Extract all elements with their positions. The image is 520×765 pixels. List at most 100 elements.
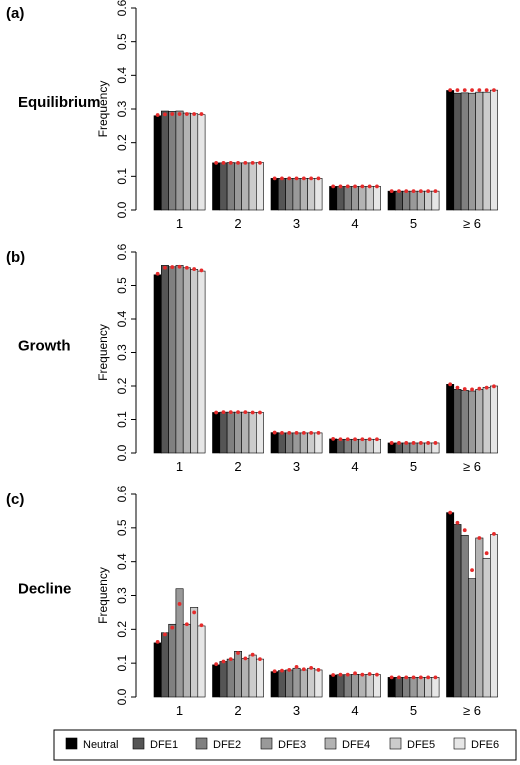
x-category-label: 4 <box>351 459 358 474</box>
bar-dfe2 <box>343 674 352 698</box>
bar-dfe5 <box>365 186 374 211</box>
expected-point <box>353 184 357 189</box>
expected-point <box>367 437 372 442</box>
y-tick-label: 0.2 <box>115 134 129 151</box>
bar-dfe4 <box>299 432 308 454</box>
bar-dfe5 <box>190 607 199 698</box>
bar-dfe1 <box>453 92 462 211</box>
x-category-label: 1 <box>176 216 183 231</box>
bar-dfe2 <box>343 438 352 454</box>
legend-swatch <box>324 737 337 750</box>
panel-title: Growth <box>18 338 71 355</box>
expected-point <box>433 189 438 194</box>
bar-dfe5 <box>307 667 316 698</box>
bar-dfe3 <box>292 178 301 211</box>
bar-dfe5 <box>424 190 433 211</box>
x-category-label: 1 <box>176 459 183 474</box>
expected-point <box>411 675 416 680</box>
legend-swatch <box>453 737 466 750</box>
expected-point <box>214 160 219 165</box>
y-tick-label: 0.4 <box>115 67 129 84</box>
bar-neutral <box>153 115 162 211</box>
bar-dfe2 <box>460 390 469 454</box>
bar-dfe2 <box>168 623 177 698</box>
bar-dfe1 <box>219 661 228 698</box>
chart-panel-2: (b) Growth 0.0 0.1 0.2 0.3 0.4 0.5 0.6 Frequency 1… <box>6 243 498 474</box>
expected-point <box>455 385 460 390</box>
y-tick-label: 0.0 <box>115 201 129 218</box>
bar-dfe3 <box>468 578 476 698</box>
panel-title: Decline <box>18 581 71 598</box>
x-category-label: 5 <box>410 703 417 718</box>
expected-point <box>294 431 299 435</box>
expected-point <box>389 441 394 445</box>
bar-dfe1 <box>277 432 286 454</box>
expected-point <box>221 160 226 165</box>
bar-dfe1 <box>453 524 462 698</box>
legend-swatch <box>260 737 273 750</box>
expected-point <box>316 431 321 435</box>
expected-point <box>448 88 453 93</box>
expected-point <box>404 441 409 445</box>
expected-point <box>243 656 248 661</box>
expected-point <box>375 184 379 189</box>
legend-label: DFE6 <box>471 739 499 751</box>
bar-dfe1 <box>277 178 286 211</box>
expected-point <box>221 659 226 664</box>
y-tick-label: 0.6 <box>115 243 129 260</box>
expected-point <box>272 176 277 181</box>
bar-dfe3 <box>351 186 359 211</box>
bar-neutral <box>153 274 162 454</box>
bar-neutral <box>212 162 221 211</box>
bar-dfe6 <box>255 162 264 211</box>
bar-dfe4 <box>358 186 367 211</box>
bar-neutral <box>387 677 396 698</box>
expected-point <box>426 675 431 680</box>
bar-neutral <box>153 642 162 698</box>
expected-point <box>345 184 350 189</box>
bar-dfe3 <box>175 110 184 211</box>
legend-label: DFE4 <box>342 739 370 751</box>
bar-dfe6 <box>431 677 440 698</box>
bar-dfe1 <box>336 438 345 454</box>
expected-point <box>360 672 365 677</box>
expected-point <box>345 437 350 442</box>
expected-point <box>375 437 379 442</box>
bar-dfe4 <box>182 267 191 454</box>
bar-dfe5 <box>307 432 316 454</box>
expected-point <box>462 528 467 533</box>
expected-point <box>338 672 343 677</box>
expected-point <box>170 625 175 630</box>
y-tick-label: 0.3 <box>115 587 129 604</box>
expected-point <box>287 176 292 181</box>
expected-point <box>455 520 460 525</box>
bar-dfe4 <box>182 112 191 211</box>
expected-point <box>433 441 438 445</box>
expected-point <box>353 437 357 442</box>
expected-point <box>214 662 219 667</box>
legend-swatch <box>65 737 78 750</box>
x-category-label: 4 <box>351 703 358 718</box>
expected-point <box>163 112 167 117</box>
expected-point <box>477 386 482 391</box>
panel-label: (b) <box>6 249 25 266</box>
expected-point <box>155 639 160 644</box>
y-tick-label: 0.3 <box>115 344 129 361</box>
expected-point <box>367 184 372 189</box>
legend-label: DFE2 <box>213 739 241 751</box>
bar-dfe3 <box>468 390 476 454</box>
expected-point <box>418 441 423 445</box>
y-tick-label: 0.4 <box>115 310 129 327</box>
bar-dfe6 <box>489 534 498 698</box>
bar-dfe4 <box>299 178 308 211</box>
bar-dfe4 <box>475 537 484 698</box>
x-category-label: 4 <box>351 216 358 231</box>
expected-point <box>294 664 299 669</box>
bar-dfe1 <box>336 674 345 698</box>
x-category-label: 2 <box>234 459 241 474</box>
expected-point <box>353 671 357 676</box>
expected-point <box>345 672 350 677</box>
expected-point <box>404 675 409 680</box>
bar-dfe3 <box>292 667 301 698</box>
bar-dfe5 <box>248 162 257 211</box>
